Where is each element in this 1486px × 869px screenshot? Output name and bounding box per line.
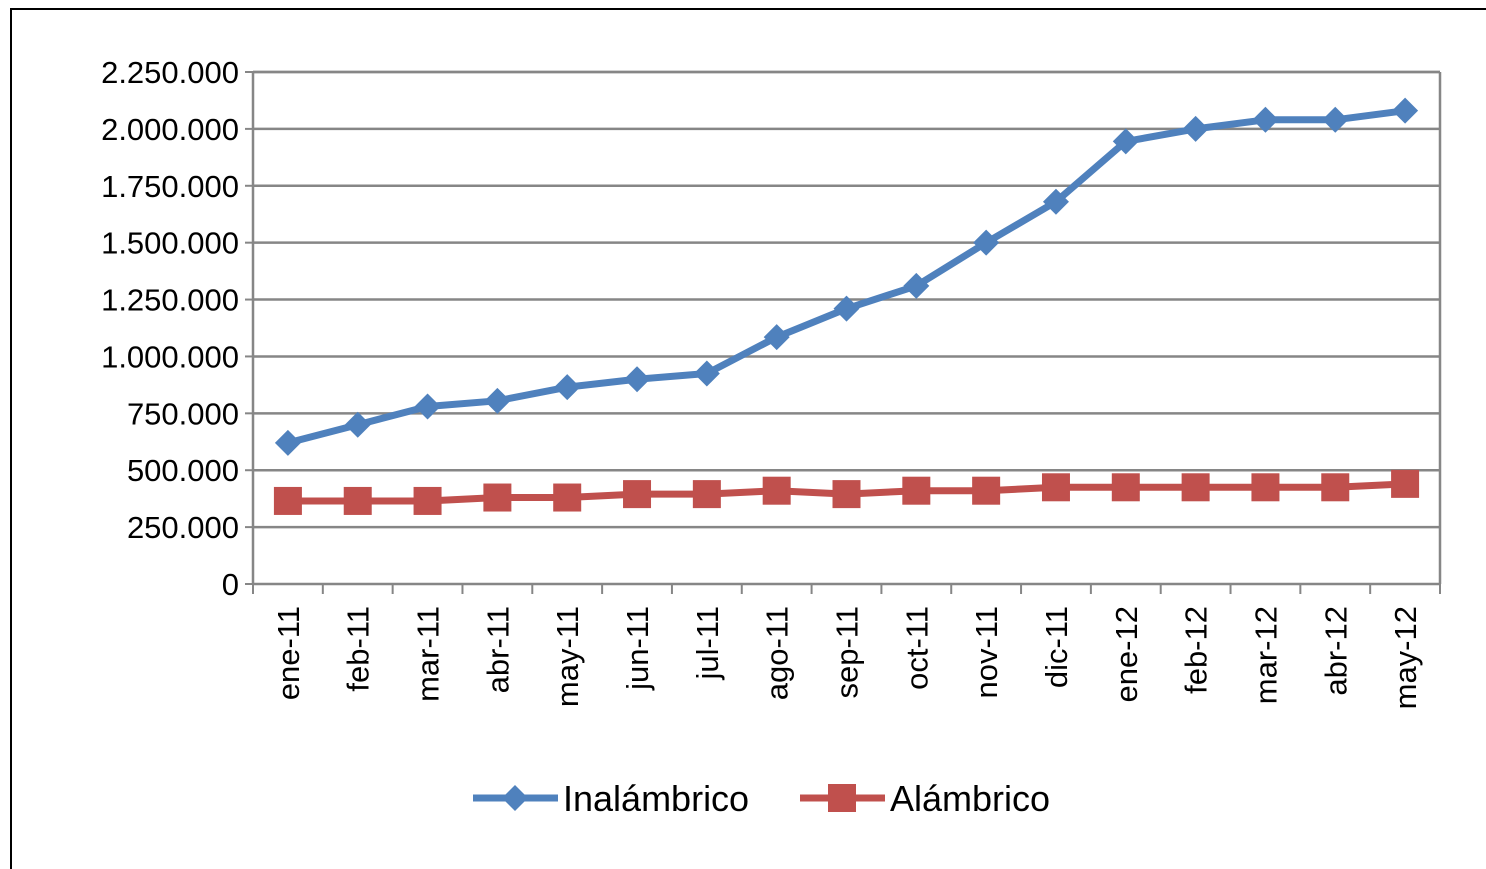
point: [554, 374, 581, 401]
point: [273, 486, 302, 515]
y-tick-label: 1.250.000: [101, 283, 239, 318]
point: [624, 366, 651, 393]
x-tick-label: ene-12: [1109, 606, 1144, 703]
point: [902, 476, 931, 505]
point: [502, 785, 528, 811]
x-tick-label: feb-12: [1179, 606, 1214, 694]
point: [623, 480, 652, 509]
axes: [245, 70, 1442, 594]
x-tick-label: ago-11: [760, 606, 795, 700]
chart-frame: [10, 8, 1486, 869]
point: [274, 429, 301, 456]
legend: Inalámbrico Alámbrico: [473, 778, 1050, 819]
point: [972, 476, 1001, 505]
y-tick-label: 1.750.000: [101, 169, 239, 204]
x-tick-label: sep-11: [830, 606, 865, 699]
x-tick-label: jul-11: [690, 606, 725, 681]
x-tick-label: nov-11: [969, 606, 1004, 699]
x-tick-label: jun-11: [620, 606, 655, 691]
point: [1251, 473, 1280, 502]
y-tick-label: 2.000.000: [101, 112, 239, 147]
y-tick-label: 750.000: [127, 396, 239, 431]
x-tick-label: feb-11: [341, 606, 376, 692]
point: [1042, 188, 1069, 215]
y-tick-label: 2.250.000: [101, 55, 239, 90]
point: [1181, 473, 1210, 502]
x-tick-label: may-11: [550, 606, 585, 707]
point: [413, 486, 442, 515]
point: [832, 480, 861, 509]
series-alambrico: [273, 469, 1420, 515]
point: [1112, 128, 1139, 155]
point: [1392, 97, 1419, 124]
point: [1111, 473, 1140, 502]
point: [1321, 473, 1350, 502]
point: [1322, 106, 1349, 133]
point: [833, 295, 860, 322]
x-tick-label: mar-11: [411, 606, 446, 702]
y-tick-label: 0: [222, 567, 239, 602]
series-inalambrico: [274, 97, 1419, 456]
series: [273, 97, 1420, 515]
point: [1391, 469, 1420, 498]
point: [483, 483, 512, 512]
point: [1182, 115, 1209, 142]
y-tick-label: 1.500.000: [101, 226, 239, 261]
legend-label: Alámbrico: [890, 778, 1050, 819]
y-tick-label: 250.000: [127, 510, 239, 545]
point: [762, 476, 791, 505]
y-tick-label: 500.000: [127, 453, 239, 488]
y-tick-label: 1.000.000: [101, 339, 239, 374]
point: [1041, 473, 1070, 502]
x-axis-tick-labels: ene-11 feb-11 mar-11 abr-11 may-11 jun-11 jul-…: [271, 606, 1423, 709]
x-tick-label: dic-11: [1039, 606, 1074, 688]
point: [484, 387, 511, 414]
point: [343, 486, 372, 515]
x-tick-label: may-12: [1388, 606, 1423, 709]
point: [973, 229, 1000, 256]
x-tick-label: abr-12: [1318, 606, 1353, 696]
point: [692, 480, 721, 509]
point: [763, 324, 790, 351]
series-line: [287, 107, 1406, 447]
point: [553, 483, 582, 512]
point: [693, 360, 720, 387]
y-axis-tick-labels: 0 250.000 500.000 750.000 1.000.000 1.250.000…: [101, 55, 239, 602]
point: [414, 393, 441, 420]
point: [1252, 106, 1279, 133]
legend-label: Inalámbrico: [563, 778, 749, 819]
legend-item-alambrico: Alámbrico: [800, 778, 1050, 819]
x-tick-label: abr-11: [480, 606, 515, 693]
point: [828, 784, 856, 812]
point: [903, 272, 930, 299]
x-tick-label: oct-11: [899, 606, 934, 690]
legend-item-inalambrico: Inalámbrico: [473, 778, 749, 819]
x-tick-label: ene-11: [271, 606, 306, 700]
x-tick-label: mar-12: [1248, 606, 1283, 704]
point: [344, 411, 371, 438]
